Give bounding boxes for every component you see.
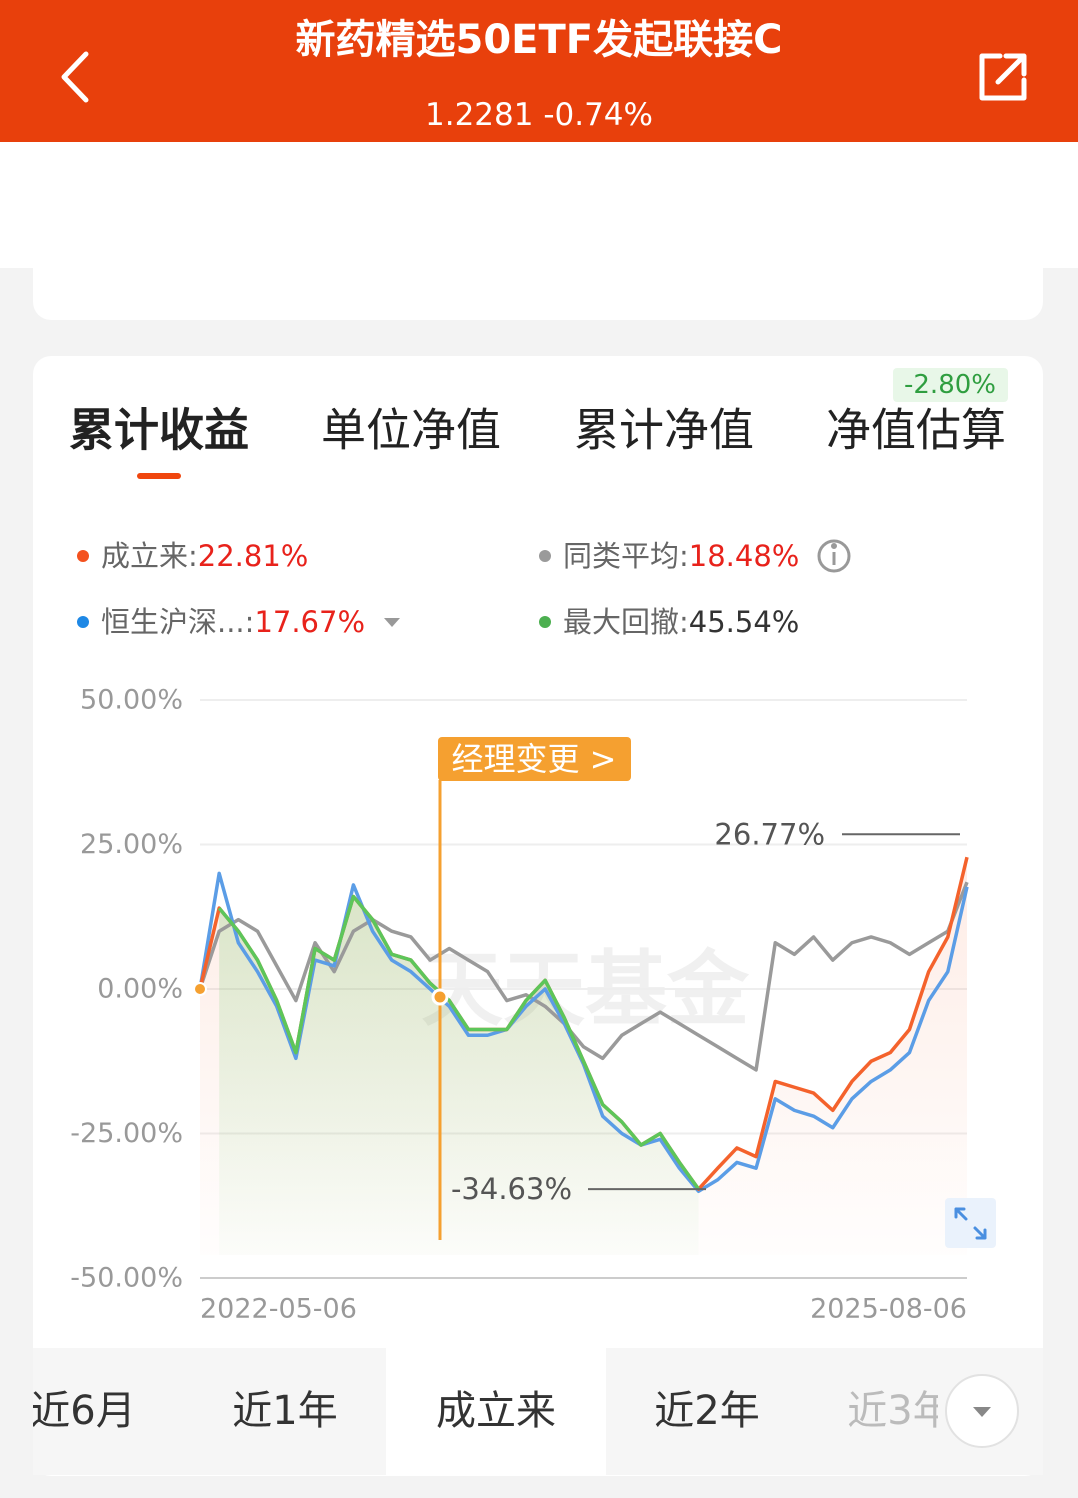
legend-name: 成立来: xyxy=(101,539,198,573)
legend-item: 恒生沪深...:17.67% xyxy=(101,605,365,639)
share-button[interactable] xyxy=(979,53,1027,101)
legend-name: 最大回撤: xyxy=(563,605,689,639)
legend-value: 18.48% xyxy=(689,539,800,573)
legend-name: 同类平均: xyxy=(563,539,689,573)
legend-dot xyxy=(539,616,551,628)
info-icon[interactable] xyxy=(817,539,851,573)
range-option[interactable]: 近6月 xyxy=(30,1388,136,1434)
y-tick-label: 25.00% xyxy=(80,829,183,860)
range-selected xyxy=(386,1348,606,1475)
range-option[interactable]: 近3年 xyxy=(847,1388,952,1434)
estimate-value: -2.80% xyxy=(904,370,996,400)
legend-dot xyxy=(77,550,89,562)
series-line xyxy=(217,894,700,1191)
y-tick-label: 50.00% xyxy=(80,685,183,716)
area-fill xyxy=(219,896,699,1255)
page-subtitle: 1.2281 -0.74% xyxy=(425,97,653,133)
range-option[interactable]: 近1年 xyxy=(232,1388,337,1434)
start-dot xyxy=(193,982,207,996)
manager-change-label[interactable]: 经理变更 > xyxy=(452,740,617,778)
legend-item: 成立来:22.81% xyxy=(101,539,308,573)
header-bar xyxy=(0,0,1078,142)
chart-tab-underline xyxy=(137,473,181,479)
legend-item: 最大回撤:45.54% xyxy=(563,605,799,639)
chart-tab[interactable]: 净值估算 xyxy=(826,404,1006,457)
range-more[interactable] xyxy=(945,1374,1019,1448)
extreme-label: 26.77% xyxy=(714,817,825,851)
legend-name: 恒生沪深...: xyxy=(101,605,254,639)
legend-value: 22.81% xyxy=(198,539,309,573)
series-line xyxy=(198,881,969,1072)
estimate-badge xyxy=(893,368,1008,402)
page-title: 新药精选50ETF发起联接C xyxy=(296,17,783,63)
legend-dot xyxy=(539,550,551,562)
chart-tab[interactable]: 单位净值 xyxy=(321,404,501,457)
range-option[interactable]: 近2年 xyxy=(654,1388,759,1434)
benchmark-dropdown[interactable] xyxy=(384,618,400,627)
legend-value: 45.54% xyxy=(689,605,800,639)
expand-button[interactable] xyxy=(945,1198,996,1248)
manager-change-dot xyxy=(431,988,449,1006)
y-tick-label: -25.00% xyxy=(70,1118,183,1149)
legend-value: 17.67% xyxy=(254,605,365,639)
manager-change-box[interactable] xyxy=(438,737,631,781)
y-tick-label: -50.00% xyxy=(70,1263,183,1294)
extreme-label: -34.63% xyxy=(451,1172,572,1206)
chart-tab[interactable]: 累计净值 xyxy=(574,404,754,457)
legend-item: 同类平均:18.48% xyxy=(563,539,799,573)
legend-dot xyxy=(77,616,89,628)
y-tick-label: 0.00% xyxy=(97,974,183,1005)
tab-bar-cover xyxy=(0,142,1078,268)
x-tick-label: 2025-08-06 xyxy=(810,1294,967,1325)
chart-tab[interactable]: 累计收益 xyxy=(69,404,249,457)
x-tick-label: 2022-05-06 xyxy=(200,1294,357,1325)
range-option[interactable]: 成立来 xyxy=(436,1388,556,1434)
back-button[interactable] xyxy=(61,51,89,103)
